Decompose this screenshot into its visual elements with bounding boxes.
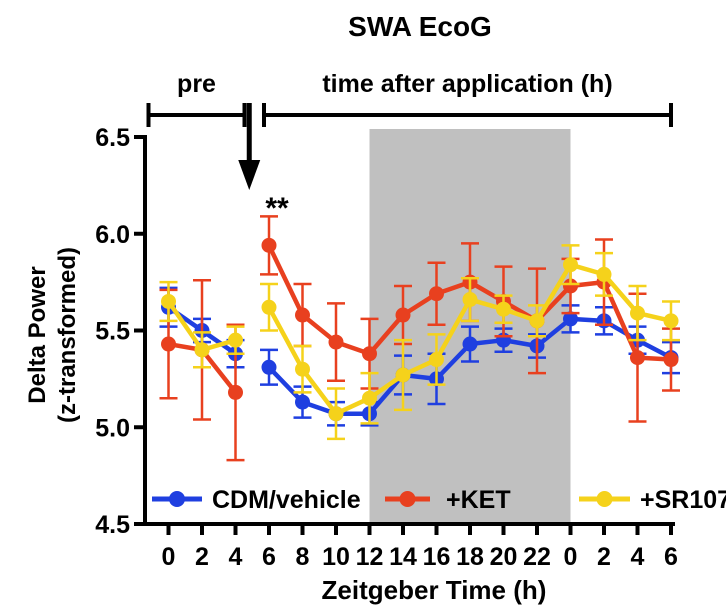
data-point bbox=[496, 302, 511, 317]
data-point bbox=[396, 308, 411, 323]
legend-label: CDM/vehicle bbox=[212, 486, 361, 514]
data-point bbox=[161, 294, 176, 309]
data-point bbox=[262, 238, 277, 253]
legend-marker bbox=[169, 491, 185, 507]
legend-marker bbox=[400, 491, 416, 507]
data-point bbox=[630, 350, 645, 365]
data-point bbox=[463, 337, 478, 352]
x-tick-label: 10 bbox=[322, 543, 350, 571]
x-tick-label: 8 bbox=[296, 543, 310, 571]
x-tick-label: 2 bbox=[597, 543, 611, 571]
x-tick-label: 18 bbox=[456, 543, 484, 571]
bracket-label: time after application (h) bbox=[322, 70, 612, 98]
legend-label: +SR1078 bbox=[640, 486, 726, 514]
x-tick-label: 0 bbox=[564, 543, 578, 571]
x-tick-label: 20 bbox=[490, 543, 518, 571]
data-point bbox=[195, 342, 210, 357]
x-tick-label: 4 bbox=[229, 543, 243, 571]
data-point bbox=[463, 292, 478, 307]
x-tick-label: 6 bbox=[262, 543, 276, 571]
data-point bbox=[295, 308, 310, 323]
chart-container: 4.5 5.0 5.5 6.0 6.5 0 2 4 6 8 10 12 14 16 18 20 22 0 2 4 6 p… bbox=[0, 0, 726, 613]
x-tick-label: 16 bbox=[423, 543, 451, 571]
data-point bbox=[429, 286, 444, 301]
legend-marker bbox=[597, 491, 613, 507]
data-point bbox=[429, 352, 444, 367]
significance-marker: ** bbox=[265, 192, 289, 225]
y-tick-label: 6.0 bbox=[95, 221, 130, 249]
data-point bbox=[630, 306, 645, 321]
data-point bbox=[161, 337, 176, 352]
data-point bbox=[664, 352, 679, 367]
data-point bbox=[329, 406, 344, 421]
y-axis-label-line-2: (z-transformed) bbox=[54, 247, 81, 423]
x-tick-label: 12 bbox=[356, 543, 384, 571]
x-tick-label: 2 bbox=[195, 543, 209, 571]
data-point bbox=[597, 267, 612, 282]
data-point bbox=[362, 391, 377, 406]
bracket-pre: pre bbox=[149, 70, 245, 127]
x-tick-label: 6 bbox=[664, 543, 678, 571]
y-tick-label: 5.0 bbox=[95, 414, 130, 442]
data-point bbox=[262, 300, 277, 315]
y-tick-label: 5.5 bbox=[95, 318, 130, 346]
y-axis-label-line-1: Delta Power bbox=[24, 266, 51, 403]
legend-label: +KET bbox=[446, 486, 511, 514]
x-tick-label: 4 bbox=[631, 543, 645, 571]
data-point bbox=[530, 313, 545, 328]
data-point bbox=[362, 346, 377, 361]
legend-entry: +SR1078 bbox=[579, 486, 726, 514]
chart-title: SWA EcoG bbox=[348, 11, 492, 42]
x-tick-label: 14 bbox=[389, 543, 417, 571]
y-tick-label: 6.5 bbox=[95, 124, 130, 152]
bracket-label: pre bbox=[177, 70, 216, 98]
data-point bbox=[396, 368, 411, 383]
x-axis-label: Zeitgeber Time (h) bbox=[322, 575, 547, 605]
y-axis-label-group: Delta Power (z-transformed) bbox=[24, 247, 81, 423]
y-tick-label: 4.5 bbox=[95, 511, 130, 539]
data-point bbox=[295, 395, 310, 410]
data-point bbox=[228, 333, 243, 348]
data-point bbox=[329, 335, 344, 350]
data-point bbox=[262, 360, 277, 375]
swa-ecog-chart: 4.55.05.56.06.50 2 4 6 8 10 12 14 16 18 20 22 0 2 4 6 p… bbox=[0, 0, 726, 613]
data-point bbox=[664, 313, 679, 328]
x-tick-label: 0 bbox=[162, 543, 176, 571]
legend-entry: CDM/vehicle bbox=[152, 486, 361, 514]
data-point bbox=[563, 257, 578, 272]
data-point bbox=[228, 385, 243, 400]
x-tick-label: 22 bbox=[523, 543, 551, 571]
bracket-post: time after application (h) bbox=[264, 70, 671, 127]
data-point bbox=[295, 362, 310, 377]
